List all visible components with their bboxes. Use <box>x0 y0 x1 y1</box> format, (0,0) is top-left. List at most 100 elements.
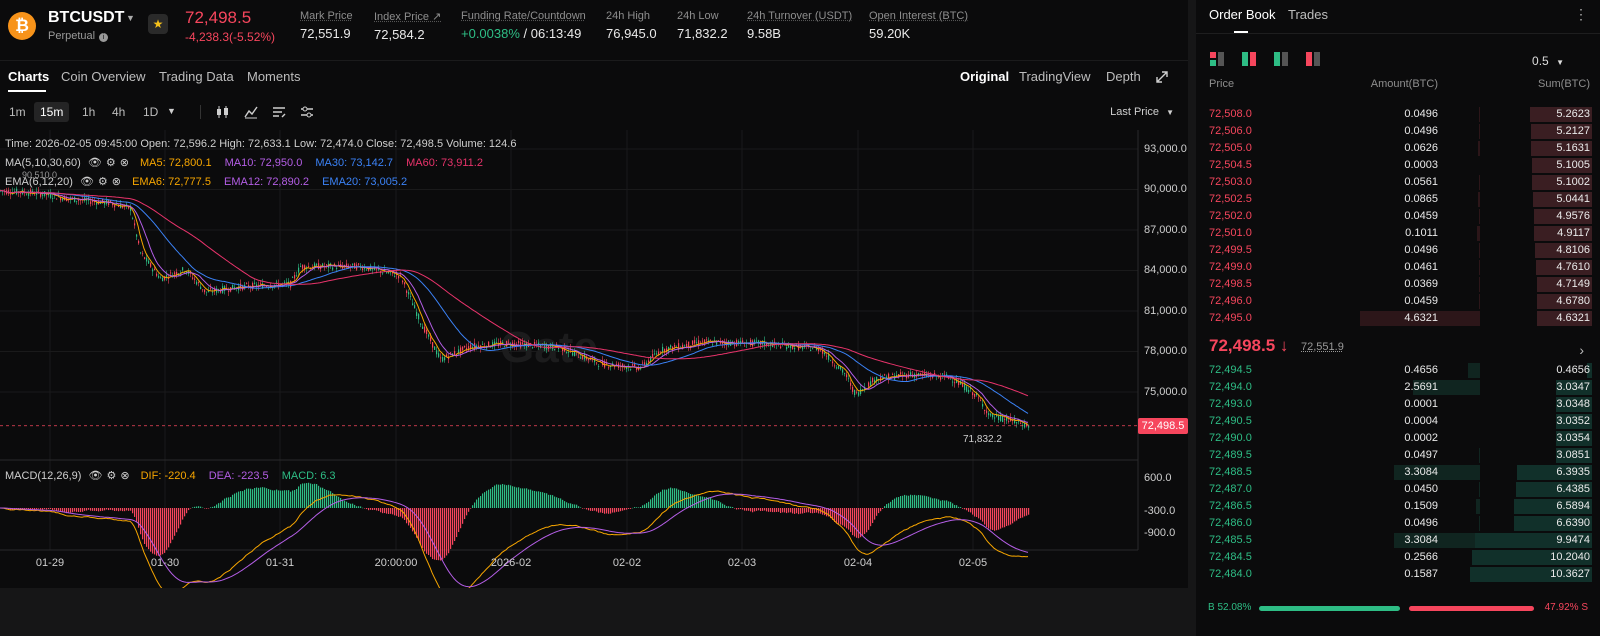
mode-both-icon[interactable] <box>1210 52 1224 66</box>
ask-row[interactable]: 72,499.5 0.0496 4.8106 <box>1196 242 1600 259</box>
view-original[interactable]: Original <box>960 69 1010 84</box>
macd-bar <box>440 508 442 561</box>
ask-row[interactable]: 72,501.0 0.1011 4.9117 <box>1196 225 1600 242</box>
info-icon[interactable]: i <box>99 33 109 42</box>
view-tradingview[interactable]: TradingView <box>1019 69 1091 84</box>
settings-icon[interactable]: ⚙ <box>105 157 116 169</box>
macd-bar <box>546 493 548 508</box>
ask-row[interactable]: 72,502.5 0.0865 5.0441 <box>1196 191 1600 208</box>
bid-row[interactable]: 72,484.0 0.1587 10.3627 <box>1196 566 1600 583</box>
bid-row[interactable]: 72,486.0 0.0496 6.6390 <box>1196 515 1600 532</box>
bid-row[interactable]: 72,487.0 0.0450 6.4385 <box>1196 481 1600 498</box>
macd-bar <box>690 493 692 508</box>
price-chart-canvas[interactable]: Gate <box>0 130 1188 590</box>
candle-body <box>802 346 804 350</box>
stat-label[interactable]: Mark Price <box>300 10 353 22</box>
tab-trading-data[interactable]: Trading Data <box>159 69 234 84</box>
stat-24h-high: 24h High 76,945.0 <box>606 10 657 41</box>
macd-bar <box>738 508 740 510</box>
tab-order-book[interactable]: Order Book <box>1209 7 1276 22</box>
ask-row[interactable]: 72,498.5 0.0369 4.7149 <box>1196 276 1600 293</box>
header-price: Price <box>1209 78 1235 90</box>
candle-body <box>926 375 928 377</box>
tab-charts[interactable]: Charts <box>8 69 50 84</box>
macd-bar <box>836 508 838 524</box>
tab-moments[interactable]: Moments <box>247 69 301 84</box>
bid-row[interactable]: 72,488.5 3.3084 6.3935 <box>1196 464 1600 481</box>
ask-row[interactable]: 72,504.5 0.0003 5.1005 <box>1196 157 1600 174</box>
depth-bar <box>1535 243 1592 258</box>
mode-bids-icon[interactable] <box>1274 52 1288 66</box>
candlestick-icon[interactable] <box>215 104 231 120</box>
fullscreen-icon[interactable] <box>1156 71 1168 83</box>
candle-body <box>444 357 446 361</box>
price-source-label: Last Price <box>1110 106 1160 118</box>
ask-row[interactable]: 72,506.0 0.0496 5.2127 <box>1196 123 1600 140</box>
favorite-star-icon[interactable]: ★ <box>148 14 168 34</box>
macd-bar <box>904 494 906 508</box>
bid-row[interactable]: 72,494.0 2.5691 3.0347 <box>1196 379 1600 396</box>
stat-label[interactable]: Funding Rate/Countdown <box>461 10 586 22</box>
macd-bar <box>708 497 710 508</box>
chevron-down-icon[interactable]: ▼ <box>167 106 176 116</box>
bid-row[interactable]: 72,490.0 0.0002 3.0354 <box>1196 430 1600 447</box>
stat-label[interactable]: Index Price ↗ <box>374 11 442 23</box>
ask-row[interactable]: 72,503.0 0.0561 5.1002 <box>1196 174 1600 191</box>
indicators-icon[interactable] <box>243 104 259 120</box>
macd-bar <box>720 502 722 508</box>
candle-body <box>80 199 82 201</box>
tab-coin-overview[interactable]: Coin Overview <box>61 69 146 84</box>
eye-icon[interactable]: 👁 <box>87 157 102 169</box>
candle-body <box>144 257 146 259</box>
bid-row[interactable]: 72,486.5 0.1509 6.5894 <box>1196 498 1600 515</box>
candle-body <box>492 342 494 347</box>
timeframe-1m[interactable]: 1m <box>9 105 26 119</box>
ask-row[interactable]: 72,496.0 0.0459 4.6780 <box>1196 293 1600 310</box>
panel-divider[interactable] <box>1188 0 1196 636</box>
timeframe-1d[interactable]: 1D <box>143 105 159 119</box>
mode-bids-and-asks-icon[interactable] <box>1242 52 1256 66</box>
chevron-down-icon[interactable]: ▼ <box>126 13 135 23</box>
symbol-name[interactable]: BTCUSDT <box>48 9 125 26</box>
price-source-select[interactable]: Last Price ▼ <box>1110 106 1174 118</box>
timeframe-1h[interactable]: 1h <box>82 105 96 119</box>
bid-row[interactable]: 72,493.0 0.0001 3.0348 <box>1196 396 1600 413</box>
settings-sliders-icon[interactable] <box>299 104 315 120</box>
eye-icon[interactable]: 👁 <box>88 470 103 482</box>
close-icon[interactable]: ⊗ <box>119 157 129 169</box>
close-icon[interactable]: ⊗ <box>111 176 121 188</box>
macd-bar <box>1000 508 1002 529</box>
timeframe-15m[interactable]: 15m <box>34 102 70 122</box>
settings-icon[interactable]: ⚙ <box>97 176 108 188</box>
bid-row[interactable]: 72,490.5 0.0004 3.0352 <box>1196 413 1600 430</box>
candle-body <box>362 268 364 270</box>
bid-row[interactable]: 72,489.5 0.0497 3.0851 <box>1196 447 1600 464</box>
drawing-tools-icon[interactable] <box>271 104 287 120</box>
macd-bar <box>470 508 472 509</box>
eye-icon[interactable]: 👁 <box>79 176 94 188</box>
ask-row[interactable]: 72,502.0 0.0459 4.9576 <box>1196 208 1600 225</box>
bid-row[interactable]: 72,494.5 0.4656 0.4656 <box>1196 362 1600 379</box>
macd-bar <box>438 508 440 561</box>
macd-bar <box>710 497 712 508</box>
tab-trades[interactable]: Trades <box>1288 7 1328 22</box>
precision-select[interactable]: 0.5 ▼ <box>1532 54 1564 68</box>
timeframe-4h[interactable]: 4h <box>112 105 126 119</box>
candle-body <box>790 344 792 349</box>
ask-row[interactable]: 72,495.0 4.6321 4.6321 <box>1196 310 1600 327</box>
view-depth[interactable]: Depth <box>1106 69 1141 84</box>
settings-icon[interactable]: ⚙ <box>106 470 117 482</box>
mode-asks-icon[interactable] <box>1306 52 1320 66</box>
macd-bar <box>228 497 230 508</box>
bid-row[interactable]: 72,485.5 3.3084 9.9474 <box>1196 532 1600 549</box>
chevron-right-icon[interactable]: › <box>1579 342 1584 358</box>
candle-body <box>128 205 130 209</box>
bid-row[interactable]: 72,484.5 0.2566 10.2040 <box>1196 549 1600 566</box>
ask-row[interactable]: 72,505.0 0.0626 5.1631 <box>1196 140 1600 157</box>
macd-bar <box>884 506 886 508</box>
more-options-icon[interactable]: ⋮ <box>1574 6 1588 22</box>
close-icon[interactable]: ⊗ <box>120 470 130 482</box>
candle-body <box>1014 418 1016 424</box>
ask-row[interactable]: 72,499.0 0.0461 4.7610 <box>1196 259 1600 276</box>
ask-row[interactable]: 72,508.0 0.0496 5.2623 <box>1196 106 1600 123</box>
